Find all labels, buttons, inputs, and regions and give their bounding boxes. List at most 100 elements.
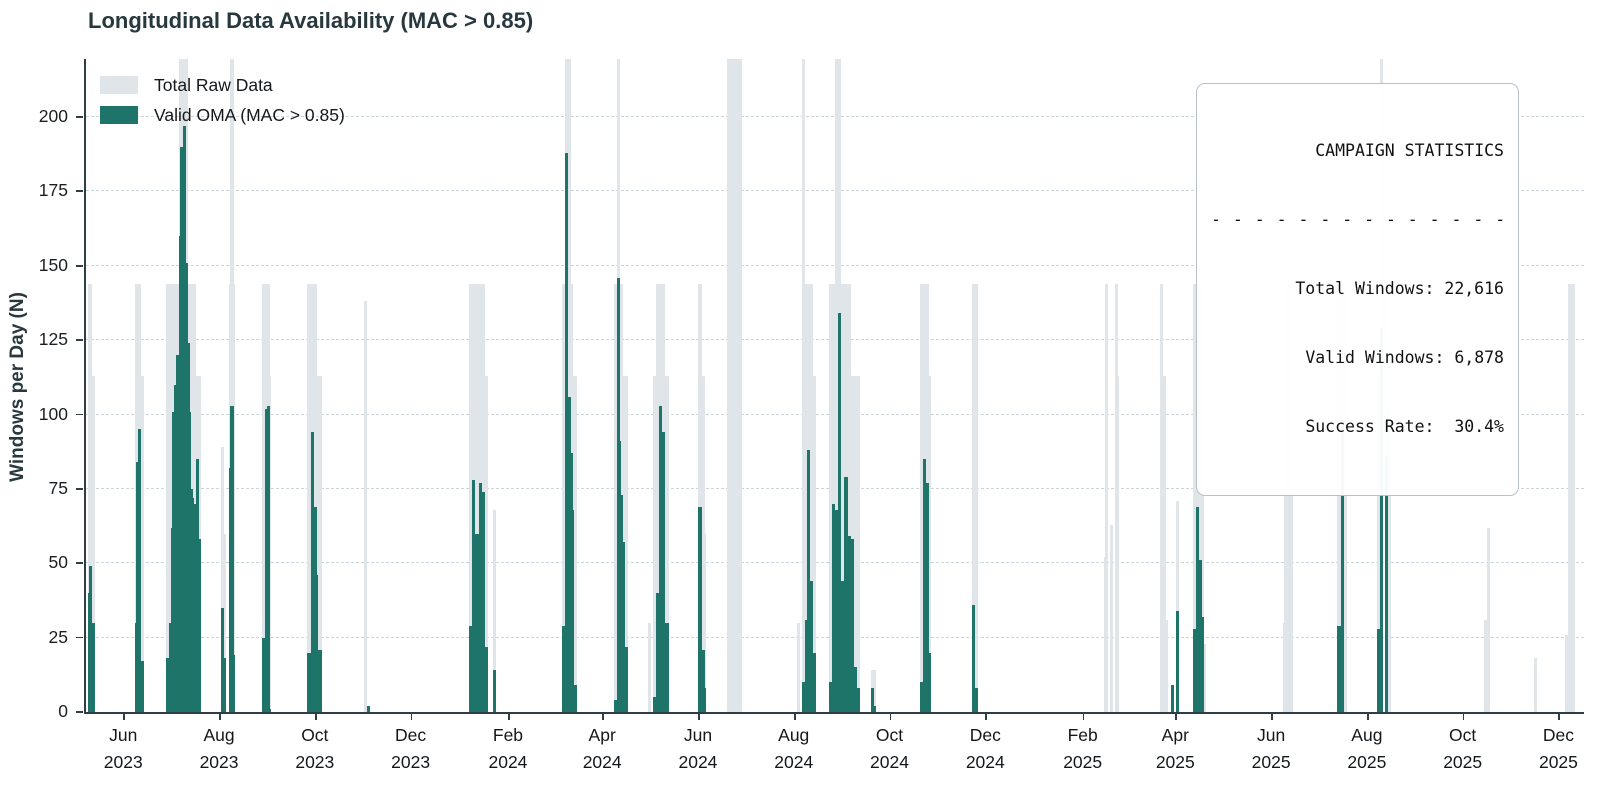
valid-oma-bar xyxy=(568,396,572,712)
stats-title: CAMPAIGN STATISTICS xyxy=(1315,141,1504,160)
valid-oma-bar xyxy=(809,581,813,712)
valid-oma-bar xyxy=(1196,506,1200,712)
valid-oma-bar xyxy=(624,646,628,712)
total-raw-data-bar xyxy=(809,283,813,712)
valid-oma-bar xyxy=(927,652,931,712)
total-raw-data-bar xyxy=(831,283,835,712)
total-raw-data-swatch xyxy=(100,76,138,94)
x-tick-label: Dec 2025 xyxy=(1538,725,1578,772)
total-raw-data-bar xyxy=(927,375,931,712)
valid-oma-bar xyxy=(831,503,835,712)
total-raw-data-bar xyxy=(484,375,488,712)
total-raw-data-bar xyxy=(268,375,272,712)
total-raw-data-bar xyxy=(847,283,851,712)
valid-oma-bar xyxy=(835,509,839,712)
total-raw-data-bar xyxy=(1200,375,1204,712)
valid-oma-bar xyxy=(367,706,371,712)
total-raw-data-bar xyxy=(813,375,817,712)
valid-oma-bar xyxy=(574,685,578,712)
y-tick-mark xyxy=(76,116,83,118)
valid-oma-bar xyxy=(310,432,314,712)
total-raw-data-bar xyxy=(701,375,705,712)
campaign-statistics-box: CAMPAIGN STATISTICS - - - - - - - - - - … xyxy=(1196,83,1519,496)
total-raw-data-bar xyxy=(232,283,236,712)
x-tick-label: Apr 2024 xyxy=(582,725,622,772)
x-tick-label: Jun 2023 xyxy=(103,725,143,772)
total-raw-data-bar xyxy=(221,447,225,712)
valid-oma-bar xyxy=(478,482,482,712)
total-raw-data-bar xyxy=(469,283,473,712)
legend-item-total: Total Raw Data xyxy=(100,70,345,100)
valid-oma-bar xyxy=(802,682,806,712)
total-raw-data-bar xyxy=(492,509,496,712)
total-raw-data-bar xyxy=(170,283,174,712)
valid-oma-bar xyxy=(89,566,93,712)
valid-oma-bar xyxy=(177,411,181,712)
valid-oma-bar xyxy=(484,646,488,712)
total-raw-data-bar xyxy=(919,283,923,712)
valid-oma-bar xyxy=(230,405,234,712)
total-raw-data-bar xyxy=(1565,634,1569,712)
valid-oma-bar xyxy=(186,343,190,712)
x-tick-mark xyxy=(1082,712,1085,720)
valid-oma-bar xyxy=(698,506,702,712)
total-raw-data-bar xyxy=(1175,500,1179,712)
total-raw-data-bar xyxy=(853,375,857,712)
total-raw-data-bar xyxy=(363,301,368,712)
legend-label-valid: Valid OMA (MAC > 0.85) xyxy=(154,104,345,125)
total-raw-data-bar xyxy=(698,283,702,712)
valid-oma-bar xyxy=(872,706,876,712)
y-tick-mark xyxy=(76,413,83,416)
total-raw-data-bar xyxy=(1199,283,1203,712)
y-tick-label: 0 xyxy=(58,701,68,721)
total-raw-data-bar xyxy=(89,283,93,712)
valid-oma-bar xyxy=(136,462,140,712)
y-tick-label: 100 xyxy=(38,403,68,424)
y-tick-label: 50 xyxy=(48,552,68,573)
valid-oma-bar xyxy=(222,658,226,712)
valid-oma-bar xyxy=(183,125,187,712)
valid-oma-bar xyxy=(655,593,660,712)
total-raw-data-bar xyxy=(655,283,660,712)
valid-oma-bar xyxy=(1384,456,1388,712)
valid-oma-bar xyxy=(613,700,617,712)
x-tick-label: Apr 2025 xyxy=(1155,725,1195,772)
x-tick-mark xyxy=(1366,712,1369,720)
y-tick-mark xyxy=(76,711,83,713)
valid-oma-bar xyxy=(469,625,473,712)
valid-oma-bar xyxy=(971,604,975,712)
valid-oma-swatch xyxy=(100,106,138,124)
valid-oma-bar xyxy=(92,622,96,712)
valid-oma-bar xyxy=(571,509,575,712)
x-tick-mark xyxy=(507,712,510,720)
total-raw-data-bar xyxy=(872,670,876,712)
valid-oma-bar xyxy=(662,432,666,712)
valid-oma-bar xyxy=(974,688,978,712)
y-tick-label: 150 xyxy=(38,254,68,275)
x-tick-label: Feb 2025 xyxy=(1063,725,1103,772)
valid-oma-bar xyxy=(806,450,810,712)
y-tick-label: 125 xyxy=(38,329,68,350)
total-raw-data-bar xyxy=(92,375,96,712)
total-raw-data-bar xyxy=(797,622,801,712)
x-tick-label: Oct 2025 xyxy=(1443,725,1483,772)
total-raw-data-bar xyxy=(475,283,479,712)
total-raw-data-bar xyxy=(1103,557,1107,712)
valid-oma-bar xyxy=(261,637,265,712)
total-raw-data-bar xyxy=(835,59,839,712)
x-tick-mark xyxy=(1558,712,1561,720)
valid-oma-bar xyxy=(838,313,842,712)
valid-oma-bar xyxy=(871,688,875,712)
valid-oma-bar xyxy=(850,539,854,712)
x-tick-mark xyxy=(123,712,126,720)
total-raw-data-bar xyxy=(1116,375,1120,712)
total-raw-data-bar xyxy=(1109,524,1113,712)
valid-oma-bar xyxy=(313,506,317,712)
plot-area xyxy=(84,59,1584,714)
total-raw-data-bar xyxy=(648,622,652,712)
valid-oma-bar xyxy=(266,405,270,712)
x-tick-mark xyxy=(314,712,317,720)
total-raw-data-bar xyxy=(828,283,832,712)
y-tick-mark xyxy=(76,339,83,341)
valid-oma-bar xyxy=(665,622,669,712)
